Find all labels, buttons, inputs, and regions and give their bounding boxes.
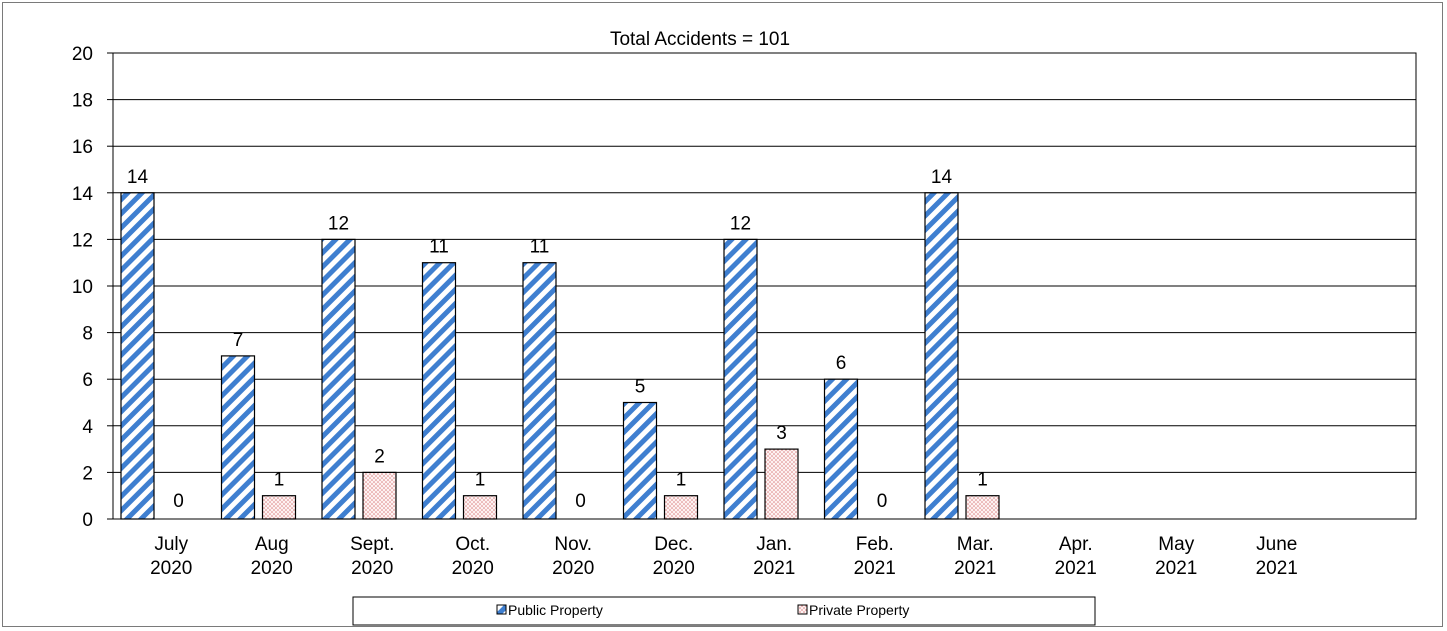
legend-label: Public Property (508, 602, 603, 618)
bar-private-property (764, 448, 799, 520)
data-label: 0 (173, 491, 184, 512)
bar-public-property (622, 401, 658, 520)
y-tick-label: 14 (72, 184, 94, 205)
bar-private-property (261, 495, 297, 520)
x-tick-label: July 2020 (150, 534, 192, 579)
y-tick-label: 6 (82, 370, 93, 391)
data-label: 14 (931, 167, 953, 188)
data-label: 12 (730, 213, 751, 234)
y-tick-label: 16 (72, 137, 93, 158)
y-tick-label: 20 (72, 44, 93, 65)
legend-box (352, 596, 1096, 626)
data-label: 2 (374, 446, 385, 467)
bar-public-property (924, 192, 959, 520)
data-label: 11 (530, 237, 550, 258)
x-tick-label: Aug 2020 (251, 534, 293, 579)
bar-public-property (723, 238, 758, 520)
legend-swatch-private-property (797, 604, 808, 615)
bar-private-property (362, 471, 397, 520)
bar-chart: Total Accidents = 101 02468101214161820J… (72, 29, 1417, 626)
data-label: 1 (977, 470, 988, 491)
y-tick-label: 18 (72, 91, 93, 112)
y-tick-label: 8 (82, 324, 93, 345)
chart-title: Total Accidents = 101 (610, 29, 790, 50)
data-label: 5 (635, 377, 646, 398)
legend-swatch-public-property (496, 604, 507, 615)
y-tick-label: 10 (72, 277, 93, 298)
bar-public-property (421, 262, 457, 520)
bar-public-property (321, 238, 356, 520)
data-label: 12 (328, 213, 349, 234)
data-label: 3 (776, 423, 787, 444)
legend-label: Private Property (809, 602, 909, 618)
x-tick-label: Mar. 2021 (954, 534, 996, 579)
bar-private-property (965, 495, 1000, 520)
legend: Public Property Private Property (352, 596, 1096, 626)
x-tick-label: Feb. 2021 (854, 534, 896, 579)
x-tick-label: Jan. 2021 (753, 534, 795, 579)
x-tick-label: June 2021 (1256, 534, 1298, 579)
x-tick-label: Apr. 2021 (1055, 534, 1097, 579)
bar-public-property (823, 378, 859, 520)
y-tick-label: 12 (72, 230, 93, 251)
bar-private-property (462, 495, 498, 520)
data-label: 1 (676, 470, 687, 491)
x-tick-label: Nov. 2020 (552, 534, 594, 579)
y-tick-label: 2 (82, 463, 93, 484)
x-tick-label: May 2021 (1155, 534, 1197, 579)
x-tick-label: Sept. 2020 (350, 534, 394, 579)
data-label: 0 (575, 491, 586, 512)
bar-public-property (120, 192, 155, 520)
data-label: 7 (233, 330, 244, 351)
x-tick-label: Oct. 2020 (452, 534, 494, 579)
data-label: 11 (429, 237, 449, 258)
data-label: 14 (127, 167, 149, 188)
bar-public-property (220, 355, 256, 520)
data-label: 1 (475, 470, 486, 491)
data-label: 6 (836, 353, 847, 374)
y-tick-label: 0 (82, 510, 93, 531)
x-tick-label: Dec. 2020 (653, 534, 695, 579)
bar-private-property (663, 495, 699, 520)
y-tick-label: 4 (82, 417, 93, 438)
bar-public-property (522, 262, 557, 520)
data-label: 0 (877, 491, 888, 512)
data-label: 1 (274, 470, 285, 491)
